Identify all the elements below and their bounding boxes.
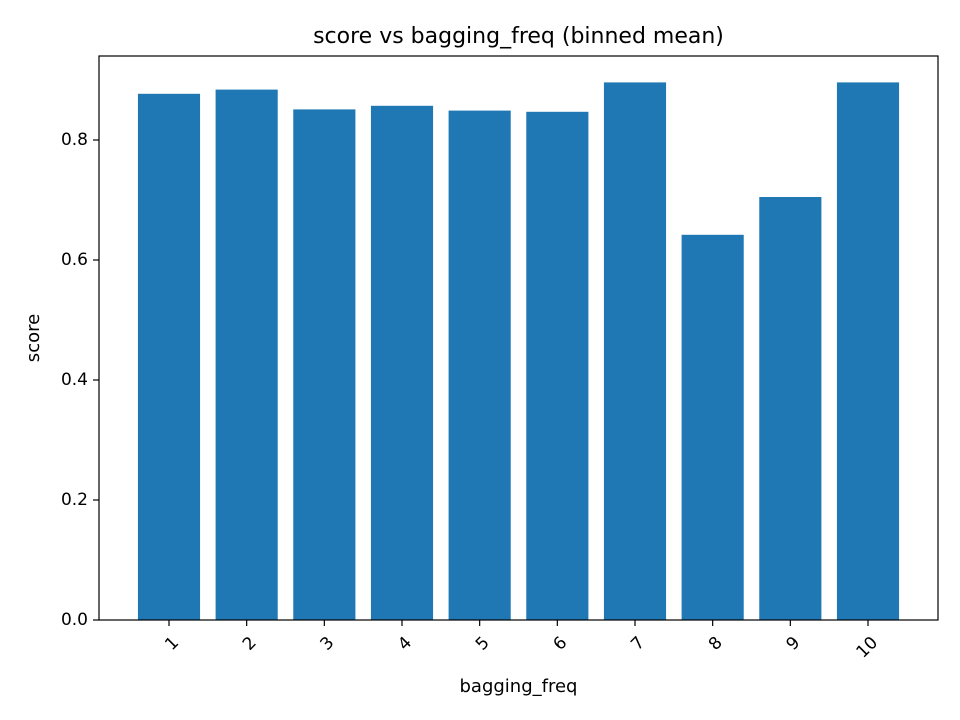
x-tick-label-2: 2 xyxy=(239,633,261,655)
bar-1 xyxy=(137,93,201,621)
x-axis: 1 2 3 4 5 6 7 8 9 10 xyxy=(161,620,882,662)
y-tick-label-0.2: 0.2 xyxy=(61,490,88,510)
bar-3 xyxy=(293,109,356,621)
x-tick-label-5: 5 xyxy=(472,633,494,655)
bars-group xyxy=(137,82,900,621)
x-tick-label-1: 1 xyxy=(161,633,183,655)
x-tick-label-4: 4 xyxy=(394,633,416,655)
y-tick-label-0.0: 0.0 xyxy=(61,610,88,630)
bar-7 xyxy=(603,82,667,620)
y-axis-label: score xyxy=(23,314,44,362)
y-tick-label-0.4: 0.4 xyxy=(61,370,88,390)
y-tick-label-0.6: 0.6 xyxy=(61,250,88,270)
bar-6 xyxy=(526,111,589,621)
x-tick-label-6: 6 xyxy=(550,633,572,655)
bar-9 xyxy=(759,197,822,620)
bar-8 xyxy=(681,234,744,621)
bar-5 xyxy=(448,110,511,620)
bar-2 xyxy=(215,89,278,621)
x-tick-label-9: 9 xyxy=(783,633,805,655)
plot-area-frame xyxy=(98,55,939,621)
chart-title: score vs bagging_freq (binned mean) xyxy=(313,24,724,49)
x-tick-label-7: 7 xyxy=(627,633,649,655)
bar-10 xyxy=(836,82,900,620)
bar-4 xyxy=(370,105,434,621)
x-tick-label-3: 3 xyxy=(317,633,339,655)
y-tick-label-0.8: 0.8 xyxy=(61,130,88,150)
x-tick-label-10: 10 xyxy=(853,633,882,662)
x-tick-label-8: 8 xyxy=(705,633,727,655)
y-axis: 0.0 0.2 0.4 0.6 0.8 xyxy=(61,130,99,630)
x-axis-label: bagging_freq xyxy=(460,676,578,697)
